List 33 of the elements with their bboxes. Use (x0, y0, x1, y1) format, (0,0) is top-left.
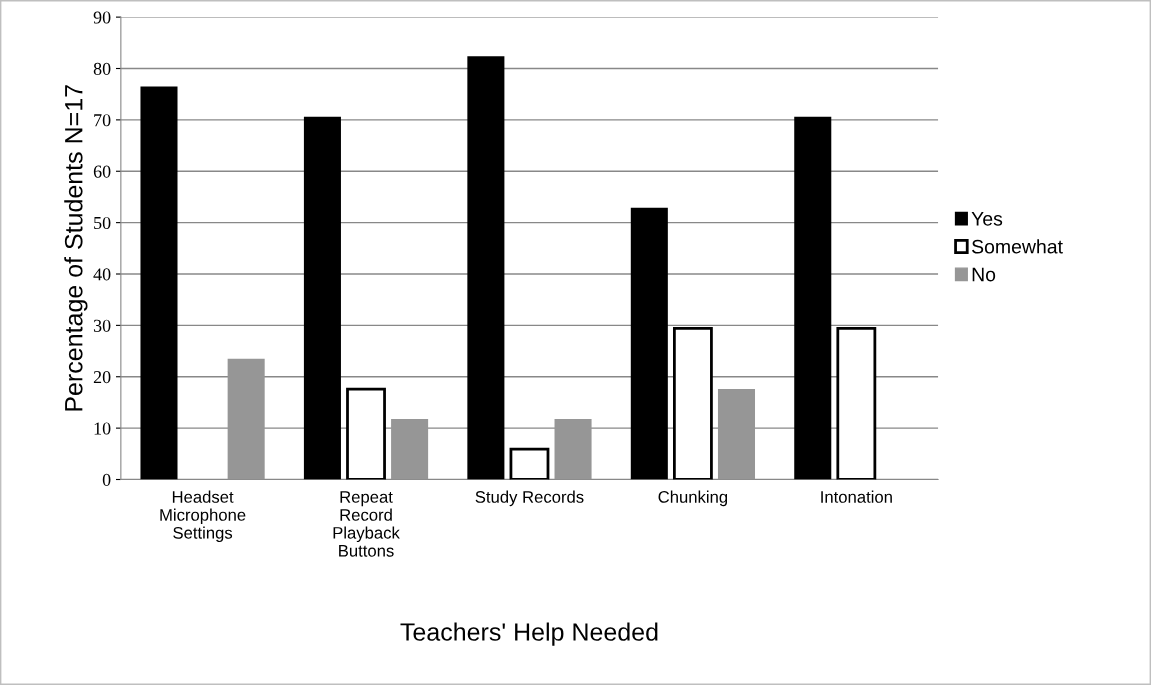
y-tick-label: 0 (102, 473, 111, 486)
y-tick-label: 40 (93, 268, 111, 281)
bar (391, 418, 429, 480)
bar (140, 86, 178, 480)
x-tick-label: Chunking (658, 490, 728, 507)
bar (672, 327, 713, 480)
x-tick-label: Repeat Record Playback Buttons (333, 491, 400, 557)
y-axis-title: Percentage of Students N=17 (64, 85, 88, 411)
bar (630, 207, 668, 480)
x-tick-label: Headset Microphone Settings (160, 490, 246, 543)
bar (509, 447, 550, 480)
y-tick-label: 90 (93, 11, 111, 24)
x-tick-label: Study Records (475, 490, 584, 507)
bar (227, 358, 265, 480)
bar (836, 327, 877, 480)
y-tick-label: 60 (93, 165, 111, 178)
y-tick-label: 20 (93, 371, 111, 384)
bar (303, 116, 341, 480)
bar (554, 418, 592, 480)
bar (717, 389, 756, 480)
y-tick-label: 50 (94, 216, 111, 230)
legend-label: No (972, 267, 996, 282)
legend-label: Somewhat (972, 239, 1063, 254)
y-tick-label: 80 (93, 62, 111, 75)
y-tick-label: 30 (93, 319, 111, 332)
x-axis-title: Teachers' Help Needed (400, 622, 658, 646)
legend-label: Yes (971, 212, 1003, 226)
bar (467, 56, 505, 480)
x-tick-label: Intonation (821, 490, 892, 503)
y-tick-label: 10 (94, 422, 111, 435)
y-tick-label: 70 (94, 114, 111, 127)
bar (346, 387, 386, 480)
bar (794, 116, 832, 480)
